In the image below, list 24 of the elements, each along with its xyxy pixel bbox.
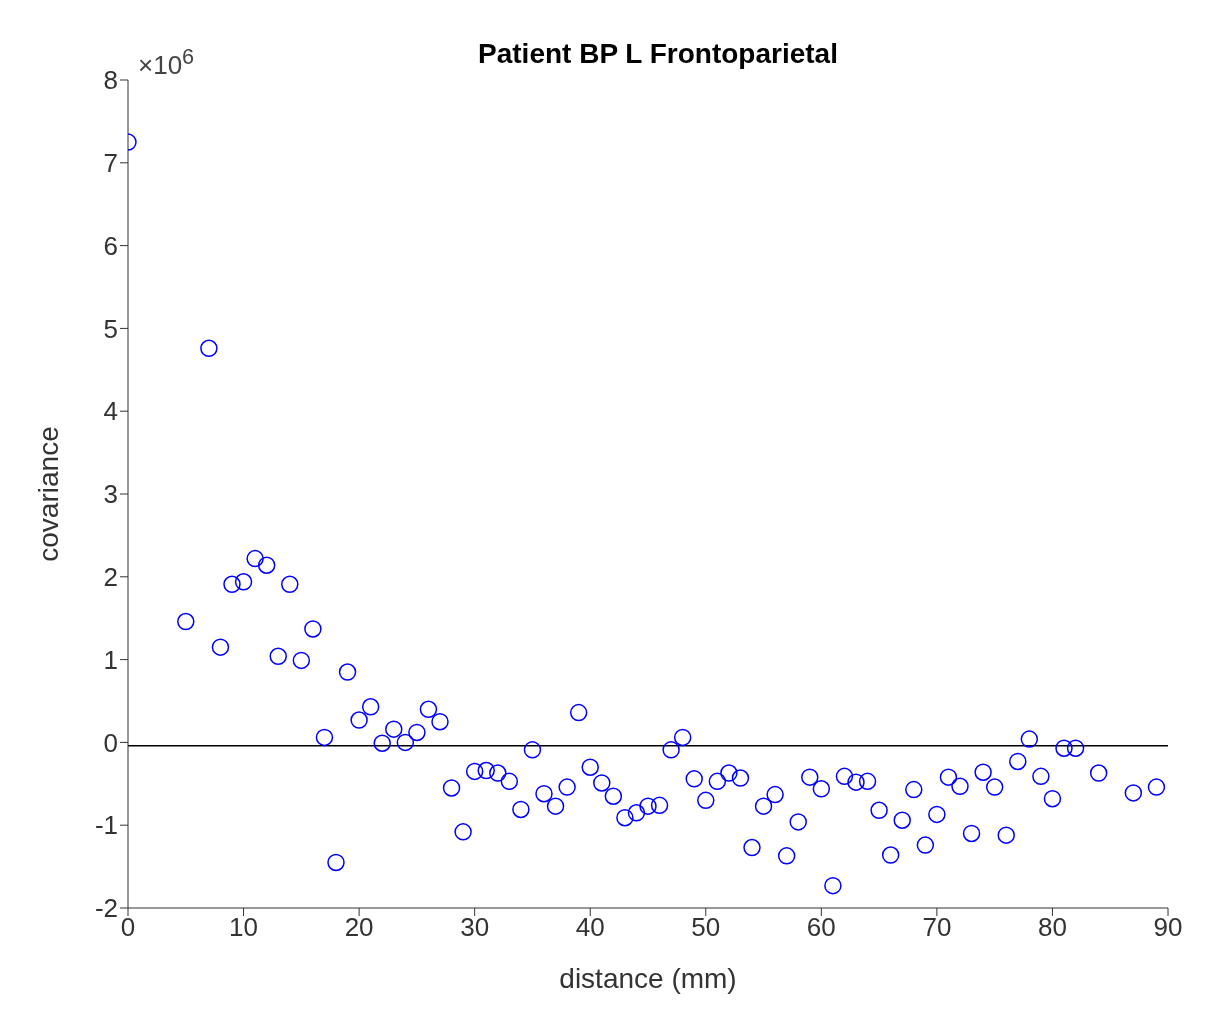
x-tick-label: 60 bbox=[806, 912, 836, 943]
x-tick-label: 90 bbox=[1153, 912, 1183, 943]
y-tick-label: 3 bbox=[103, 479, 118, 510]
x-tick-label: 70 bbox=[922, 912, 952, 943]
y-tick-label: 4 bbox=[103, 396, 118, 427]
x-tick-label: 10 bbox=[229, 912, 259, 943]
text: ×10$^{6}$ bbox=[138, 44, 195, 81]
y-tick-label: 8 bbox=[103, 65, 118, 96]
y-tick-label: 1 bbox=[103, 644, 118, 675]
x-tick-label: 50 bbox=[691, 912, 721, 943]
x-tick-label: 20 bbox=[344, 912, 374, 943]
x-tick-label: 30 bbox=[460, 912, 490, 943]
y-tick-label: 5 bbox=[103, 313, 118, 344]
chart-title: Patient BP L Frontoparietal bbox=[478, 38, 838, 69]
y-tick-label: -2 bbox=[94, 893, 118, 924]
y-tick-label: 0 bbox=[103, 727, 118, 758]
x-tick-label: 80 bbox=[1037, 912, 1067, 943]
y-tick-label: -1 bbox=[94, 810, 118, 841]
y-tick-label: 6 bbox=[103, 230, 118, 261]
y-axis-title: covariance bbox=[32, 426, 64, 562]
y-tick-label: 7 bbox=[103, 148, 118, 179]
x-tick-label: 40 bbox=[575, 912, 605, 943]
x-axis-title: distance (mm) bbox=[559, 963, 737, 994]
y-tick-label: 2 bbox=[103, 562, 118, 593]
